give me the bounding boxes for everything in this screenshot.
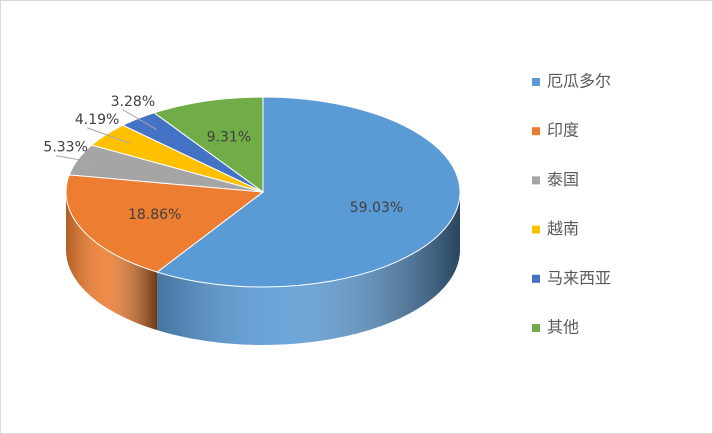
leader-line <box>55 155 106 165</box>
legend-label: 厄瓜多尔 <box>547 72 611 91</box>
leader-line <box>86 127 130 144</box>
legend-label: 马来西亚 <box>547 268 611 287</box>
data-label: 59.03% <box>350 200 403 216</box>
legend-swatch <box>532 176 540 185</box>
slice-side-shade <box>157 192 460 346</box>
leader-line <box>122 109 157 131</box>
legend-label: 越南 <box>547 219 579 238</box>
legend-swatch <box>532 274 540 283</box>
legend-swatch <box>532 324 540 332</box>
legend-swatch <box>532 78 540 86</box>
pie: 59.03% 18.86% 5.33% 4.19% 3.28% 9.31% <box>43 94 461 346</box>
data-label: 18.86% <box>128 207 181 223</box>
legend-label: 其他 <box>547 318 579 337</box>
legend-label: 印度 <box>547 121 579 140</box>
slice <box>156 96 461 288</box>
slice <box>65 174 265 273</box>
data-label: 4.19% <box>75 112 119 128</box>
slice-side-shade <box>66 192 158 331</box>
legend-swatch <box>532 127 540 136</box>
data-label: 5.33% <box>43 140 87 156</box>
legend-swatch <box>532 225 540 234</box>
data-label: 3.28% <box>111 94 155 110</box>
legend-label: 泰国 <box>547 170 579 189</box>
data-label: 9.31% <box>207 129 251 145</box>
slice <box>153 96 264 193</box>
